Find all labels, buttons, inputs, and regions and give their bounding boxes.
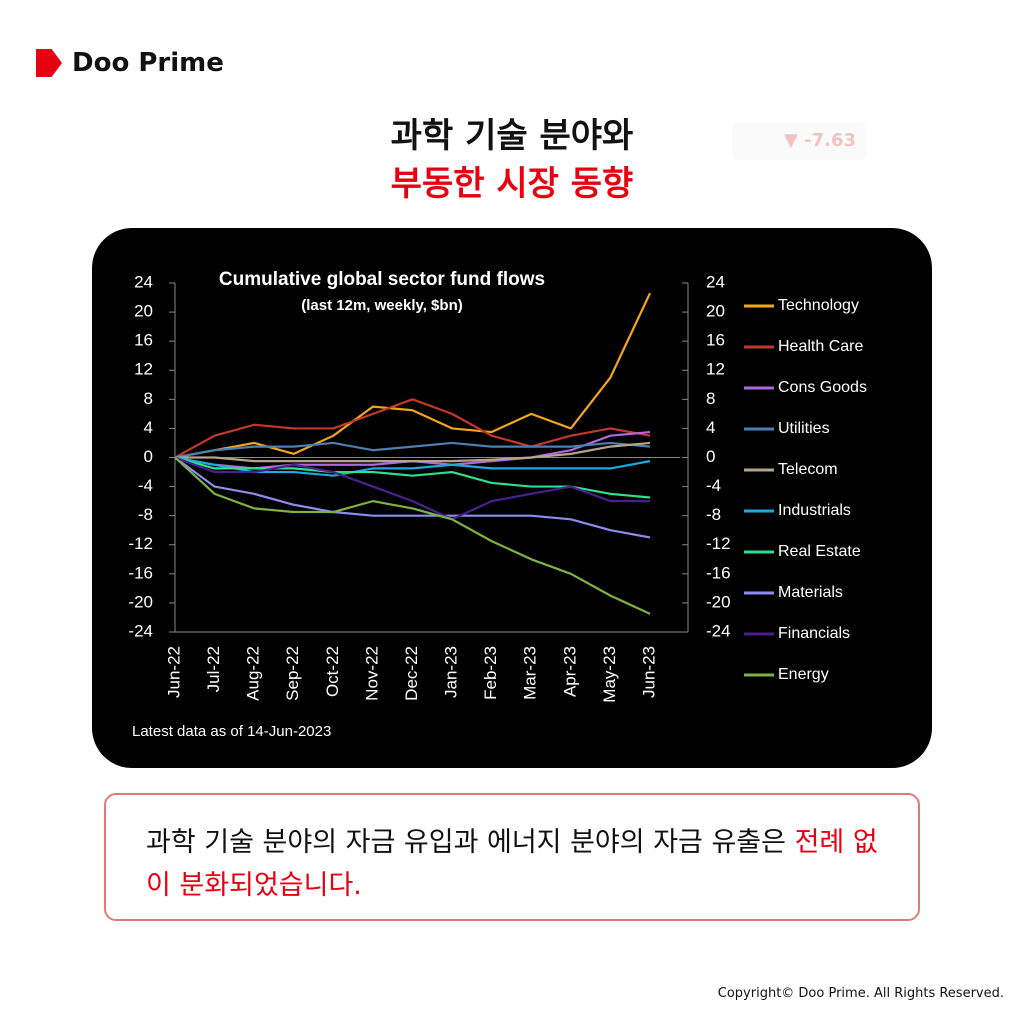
x-tick-label: Jan-23: [442, 646, 461, 698]
headline-2: 부동한 시장 동향: [390, 164, 634, 204]
legend-label: Cons Goods: [778, 379, 867, 396]
y-tick-label: 20: [134, 302, 153, 321]
legend-label: Technology: [778, 297, 859, 314]
y-tick-label: -12: [128, 534, 153, 553]
copyright: Copyright© Doo Prime. All Rights Reserve…: [717, 986, 1004, 1001]
ticker-value: -7.63: [804, 130, 856, 151]
x-tick-label: Nov-22: [362, 646, 381, 701]
series-line: [175, 441, 651, 463]
legend-label: Industrials: [778, 502, 851, 519]
series-line: [174, 456, 651, 615]
caption: 과학 기술 분야의 자금 유입과 에너지 분야의 자금 유출은 전례 없이 분화…: [104, 793, 920, 921]
series-line: [174, 292, 651, 459]
x-tick-label: Mar-23: [521, 646, 540, 700]
y-tick-label: 8: [144, 389, 153, 408]
brand: Doo Prime: [72, 48, 224, 78]
y-tick-label: -20: [128, 592, 153, 611]
x-tick-label: Sep-22: [283, 646, 302, 701]
caption-highlight: 전례 없이 분화되었습니다.: [146, 827, 878, 901]
headline-1: 과학 기술 분야와: [390, 116, 634, 156]
y2-tick-label: 0: [706, 447, 715, 466]
caption-text: 과학 기술 분야의 자금 유입과 에너지 분야의 자금 유출은: [146, 827, 795, 858]
y-tick-label: -8: [138, 505, 153, 524]
y2-tick-label: -4: [706, 476, 721, 495]
y2-tick-label: -16: [706, 563, 731, 582]
x-tick-label: Oct-22: [323, 646, 342, 697]
legend-label: Telecom: [778, 461, 838, 478]
x-tick-label: May-23: [600, 646, 619, 703]
x-tick-label: Feb-23: [481, 646, 500, 700]
legend-label: Real Estate: [778, 543, 861, 560]
series-line: [174, 456, 651, 539]
y2-tick-label: -24: [706, 621, 731, 640]
y-tick-label: 4: [144, 418, 153, 437]
y2-tick-label: -8: [706, 505, 721, 524]
legend-label: Energy: [778, 666, 829, 683]
y2-tick-label: 24: [706, 272, 725, 291]
y2-tick-label: 16: [706, 331, 725, 350]
series-line: [174, 441, 651, 459]
y-tick-label: -24: [128, 621, 153, 640]
y2-tick-label: 4: [706, 418, 715, 437]
y-tick-label: 12: [134, 360, 153, 379]
y2-tick-label: 8: [706, 389, 715, 408]
y-tick-label: -4: [138, 476, 153, 495]
x-tick-label: Jun-22: [164, 646, 183, 698]
chart-subtitle: (last 12m, weekly, $bn): [301, 297, 462, 314]
x-tick-label: Dec-22: [402, 646, 421, 701]
series-line: [174, 456, 650, 521]
legend-label: Utilities: [778, 420, 830, 437]
y2-tick-label: 12: [706, 360, 725, 379]
x-tick-label: Jun-23: [639, 646, 658, 698]
x-tick-label: Apr-23: [560, 646, 579, 697]
x-tick-label: Jul-22: [204, 646, 223, 692]
y-tick-label: 16: [134, 331, 153, 350]
y-tick-label: 0: [144, 447, 153, 466]
series-line: [174, 398, 651, 459]
y-tick-label: 24: [134, 272, 153, 291]
y2-tick-label: -20: [706, 592, 731, 611]
x-tick-label: Aug-22: [244, 646, 263, 701]
logo: Doo Prime: [36, 48, 224, 78]
y2-tick-label: -12: [706, 534, 731, 553]
chart: Cumulative global sector fund flows (las…: [92, 228, 932, 768]
y2-tick-label: 20: [706, 302, 725, 321]
legend-label: Financials: [778, 625, 850, 642]
legend-label: Health Care: [778, 338, 863, 355]
chart-title: Cumulative global sector fund flows: [219, 269, 545, 290]
footnote: Latest data as of 14-Jun-2023: [132, 723, 331, 740]
background-ticker: ▼ -7.63: [732, 122, 866, 160]
legend-label: Materials: [778, 584, 843, 601]
y-tick-label: -16: [128, 563, 153, 582]
